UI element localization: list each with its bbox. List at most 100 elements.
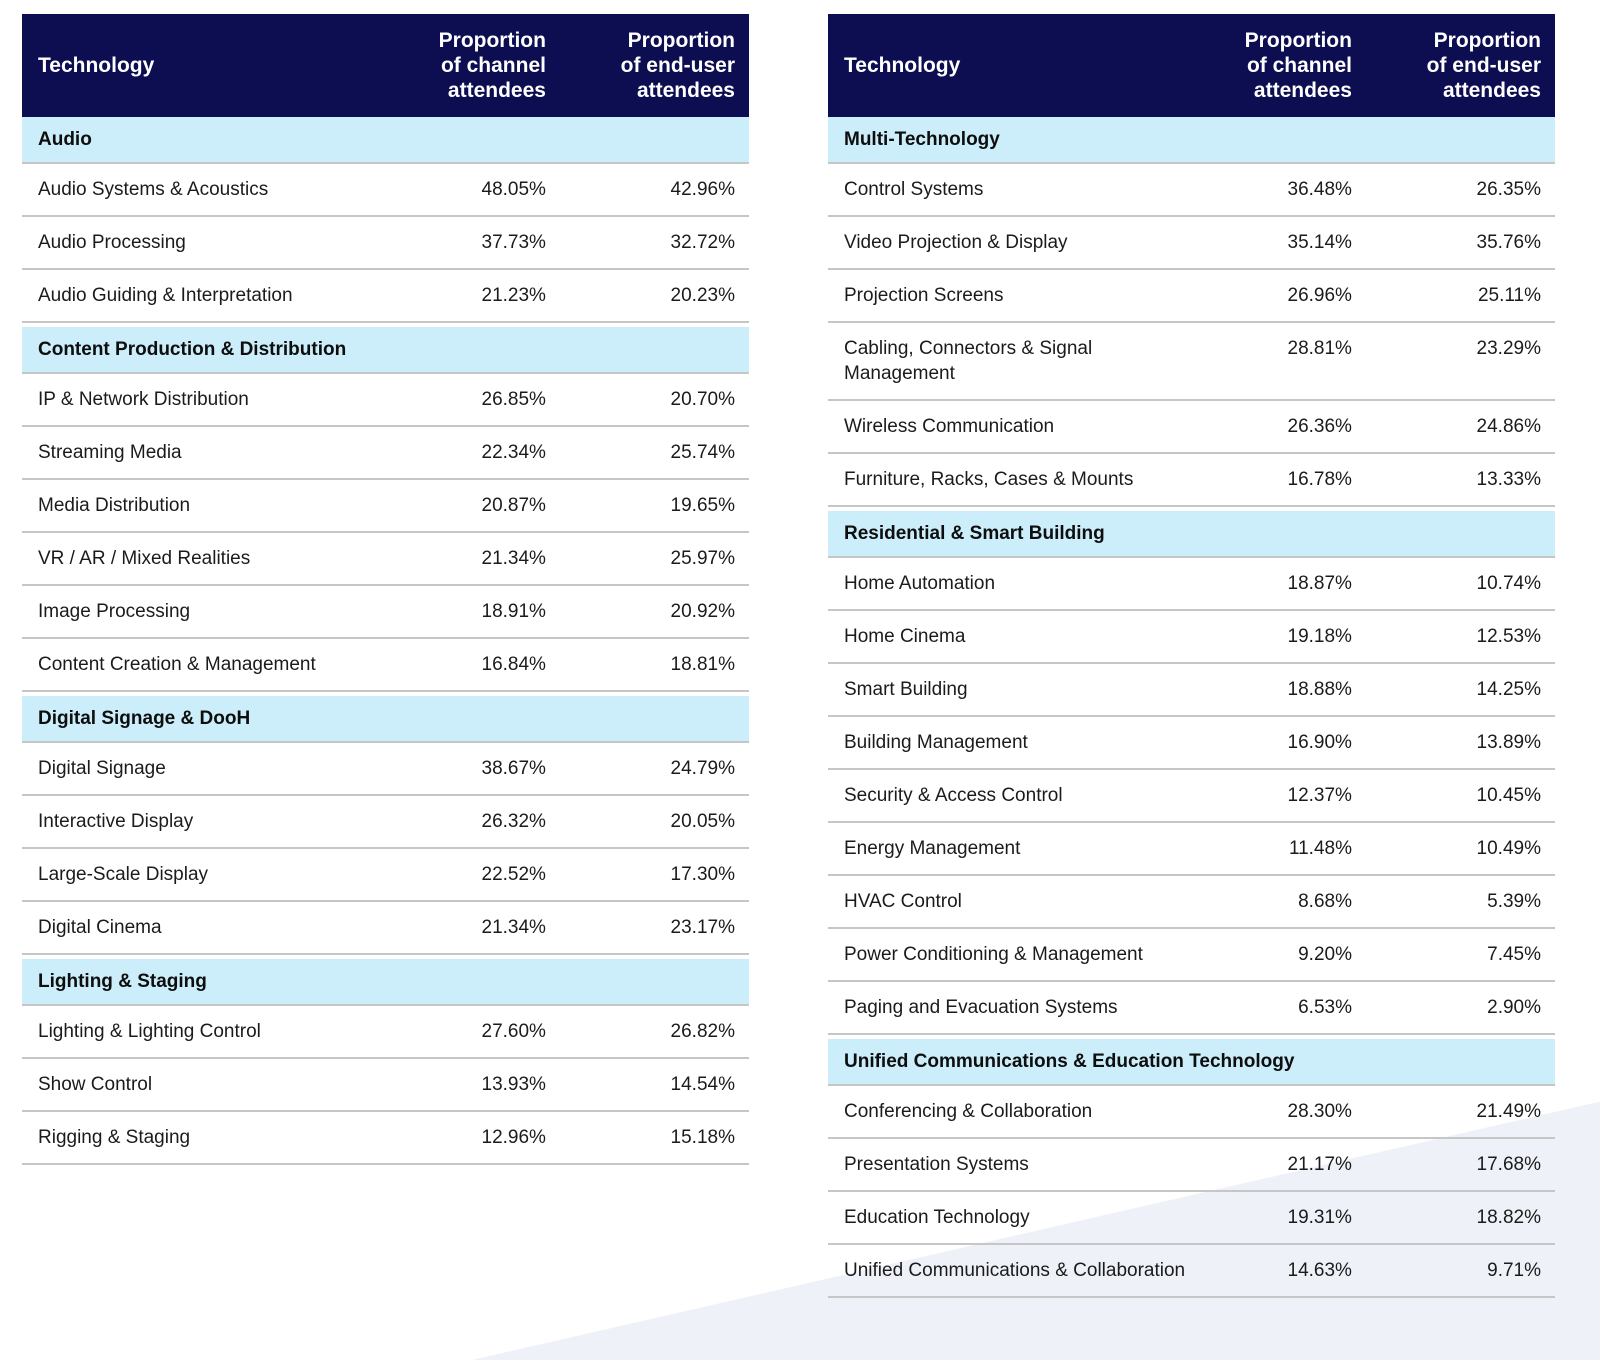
technology-row: Building Management 16.90% 13.89% — [828, 717, 1555, 770]
technology-row: Streaming Media 22.34% 25.74% — [22, 427, 749, 480]
channel-proportion-cell: 48.05% — [414, 164, 560, 217]
channel-proportion-cell: 16.84% — [414, 639, 560, 692]
technology-row: Rigging & Staging 12.96% 15.18% — [22, 1112, 749, 1165]
technology-name-cell: Paging and Evacuation Systems — [828, 982, 1221, 1035]
end-user-proportion-cell: 14.54% — [559, 1059, 749, 1112]
section-header-row: Digital Signage & DooH — [22, 692, 749, 743]
technology-row: Security & Access Control 12.37% 10.45% — [828, 770, 1555, 823]
end-user-proportion-cell: 24.79% — [559, 743, 749, 796]
technology-name-cell: Rigging & Staging — [22, 1112, 415, 1165]
section-title: Unified Communications & Education Techn… — [828, 1035, 1555, 1086]
end-user-proportion-cell: 42.96% — [559, 164, 749, 217]
end-user-proportion-cell: 20.70% — [559, 374, 749, 427]
channel-proportion-cell: 22.34% — [414, 427, 560, 480]
technology-table-right: Technology Proportion of channel attende… — [828, 14, 1555, 1298]
technology-row: Audio Processing 37.73% 32.72% — [22, 217, 749, 270]
section-header-row: Multi-Technology — [828, 117, 1555, 164]
channel-proportion-cell: 28.81% — [1220, 323, 1366, 401]
channel-proportion-cell: 6.53% — [1220, 982, 1366, 1035]
end-user-proportion-cell: 19.65% — [559, 480, 749, 533]
technology-name-cell: Large-Scale Display — [22, 849, 415, 902]
technology-name-cell: Home Cinema — [828, 611, 1221, 664]
technology-name-cell: Audio Systems & Acoustics — [22, 164, 415, 217]
channel-proportion-cell: 37.73% — [414, 217, 560, 270]
channel-proportion-cell: 14.63% — [1220, 1245, 1366, 1298]
end-user-proportion-cell: 26.35% — [1365, 164, 1555, 217]
channel-proportion-cell: 9.20% — [1220, 929, 1366, 982]
technology-name-cell: Digital Signage — [22, 743, 415, 796]
channel-proportion-cell: 12.37% — [1220, 770, 1366, 823]
channel-proportion-cell: 26.32% — [414, 796, 560, 849]
technology-name-cell: Home Automation — [828, 558, 1221, 611]
technology-name-cell: Content Creation & Management — [22, 639, 415, 692]
end-user-proportion-cell: 20.92% — [559, 586, 749, 639]
technology-name-cell: Unified Communications & Collaboration — [828, 1245, 1221, 1298]
end-user-proportion-cell: 25.97% — [559, 533, 749, 586]
technology-row: Home Automation 18.87% 10.74% — [828, 558, 1555, 611]
end-user-proportion-cell: 10.45% — [1365, 770, 1555, 823]
channel-proportion-cell: 36.48% — [1220, 164, 1366, 217]
end-user-proportion-cell: 20.23% — [559, 270, 749, 323]
end-user-proportion-cell: 14.25% — [1365, 664, 1555, 717]
channel-proportion-cell: 21.34% — [414, 902, 560, 955]
technology-name-cell: HVAC Control — [828, 876, 1221, 929]
column-header-end-user-proportion: Proportion of end-user attendees — [559, 14, 749, 117]
channel-proportion-cell: 19.18% — [1220, 611, 1366, 664]
channel-proportion-cell: 21.34% — [414, 533, 560, 586]
channel-proportion-cell: 11.48% — [1220, 823, 1366, 876]
channel-proportion-cell: 26.85% — [414, 374, 560, 427]
end-user-proportion-cell: 25.74% — [559, 427, 749, 480]
end-user-proportion-cell: 17.30% — [559, 849, 749, 902]
technology-row: Education Technology 19.31% 18.82% — [828, 1192, 1555, 1245]
technology-row: Media Distribution 20.87% 19.65% — [22, 480, 749, 533]
end-user-proportion-cell: 20.05% — [559, 796, 749, 849]
technology-row: Presentation Systems 21.17% 17.68% — [828, 1139, 1555, 1192]
end-user-proportion-cell: 24.86% — [1365, 401, 1555, 454]
technology-row: IP & Network Distribution 26.85% 20.70% — [22, 374, 749, 427]
technology-name-cell: Presentation Systems — [828, 1139, 1221, 1192]
technology-row: Home Cinema 19.18% 12.53% — [828, 611, 1555, 664]
channel-proportion-cell: 12.96% — [414, 1112, 560, 1165]
channel-proportion-cell: 26.96% — [1220, 270, 1366, 323]
end-user-proportion-cell: 18.82% — [1365, 1192, 1555, 1245]
technology-row: Digital Signage 38.67% 24.79% — [22, 743, 749, 796]
technology-name-cell: Cabling, Connectors & Signal Management — [828, 323, 1221, 401]
end-user-proportion-cell: 10.74% — [1365, 558, 1555, 611]
technology-name-cell: Image Processing — [22, 586, 415, 639]
end-user-proportion-cell: 26.82% — [559, 1006, 749, 1059]
section-header-row: Audio — [22, 117, 749, 164]
end-user-proportion-cell: 18.81% — [559, 639, 749, 692]
technology-name-cell: Education Technology — [828, 1192, 1221, 1245]
technology-row: Interactive Display 26.32% 20.05% — [22, 796, 749, 849]
end-user-proportion-cell: 13.33% — [1365, 454, 1555, 507]
column-header-channel-proportion: Proportion of channel attendees — [1220, 14, 1366, 117]
section-title: Content Production & Distribution — [22, 323, 749, 374]
channel-proportion-cell: 18.87% — [1220, 558, 1366, 611]
technology-row: Power Conditioning & Management 9.20% 7.45… — [828, 929, 1555, 982]
technology-name-cell: Media Distribution — [22, 480, 415, 533]
channel-proportion-cell: 27.60% — [414, 1006, 560, 1059]
technology-name-cell: Streaming Media — [22, 427, 415, 480]
column-header-technology: Technology — [22, 14, 415, 117]
section-title: Lighting & Staging — [22, 955, 749, 1006]
end-user-proportion-cell: 5.39% — [1365, 876, 1555, 929]
end-user-proportion-cell: 23.29% — [1365, 323, 1555, 401]
technology-name-cell: Furniture, Racks, Cases & Mounts — [828, 454, 1221, 507]
end-user-proportion-cell: 25.11% — [1365, 270, 1555, 323]
section-header-row: Lighting & Staging — [22, 955, 749, 1006]
channel-proportion-cell: 16.78% — [1220, 454, 1366, 507]
end-user-proportion-cell: 17.68% — [1365, 1139, 1555, 1192]
channel-proportion-cell: 21.17% — [1220, 1139, 1366, 1192]
technology-row: Large-Scale Display 22.52% 17.30% — [22, 849, 749, 902]
technology-name-cell: IP & Network Distribution — [22, 374, 415, 427]
technology-row: Image Processing 18.91% 20.92% — [22, 586, 749, 639]
technology-row: HVAC Control 8.68% 5.39% — [828, 876, 1555, 929]
end-user-proportion-cell: 15.18% — [559, 1112, 749, 1165]
end-user-proportion-cell: 35.76% — [1365, 217, 1555, 270]
channel-proportion-cell: 18.88% — [1220, 664, 1366, 717]
channel-proportion-cell: 13.93% — [414, 1059, 560, 1112]
end-user-proportion-cell: 32.72% — [559, 217, 749, 270]
technology-name-cell: Lighting & Lighting Control — [22, 1006, 415, 1059]
end-user-proportion-cell: 10.49% — [1365, 823, 1555, 876]
technology-row: Paging and Evacuation Systems 6.53% 2.90% — [828, 982, 1555, 1035]
